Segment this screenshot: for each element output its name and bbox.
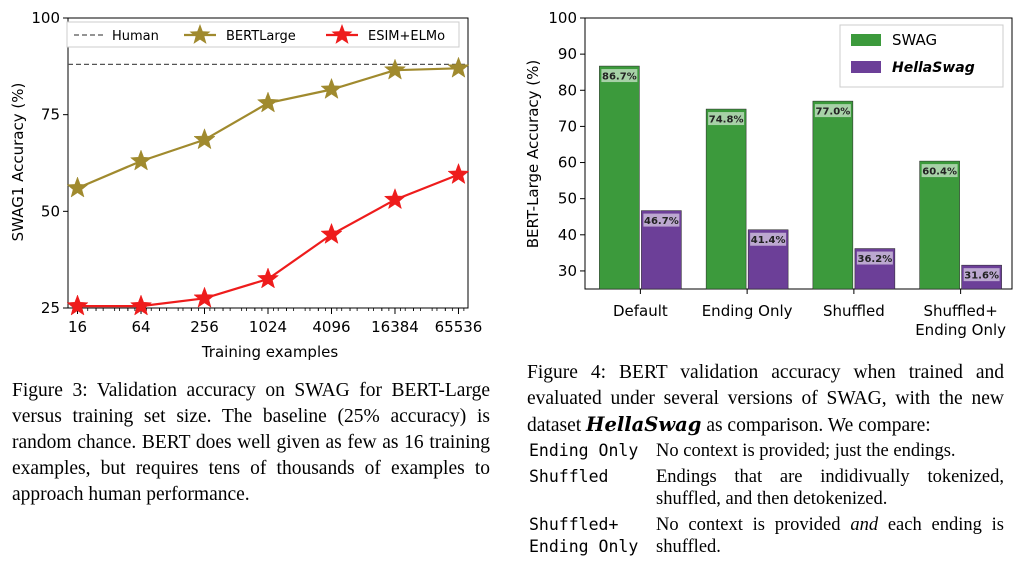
fig3-legend-box	[66, 21, 460, 48]
fig3-x-tick-label: 256	[190, 318, 219, 336]
fig3-y-tick-label: 75	[41, 106, 60, 124]
fig4-data-label-bg	[963, 268, 1000, 282]
definition-term: Shuffled	[529, 467, 609, 486]
fig4-y-tick-label: 80	[558, 81, 577, 99]
fig3-legend-bert-label: BERTLarge	[226, 29, 296, 44]
definition-desc-emphasis: and	[850, 515, 879, 535]
fig4-data-label-bg	[856, 251, 893, 265]
definition-term: Ending Only	[529, 441, 639, 460]
definition-row: Shuffled Endings that are indidivually t…	[529, 466, 1004, 510]
fig3-y-tick-label: 100	[31, 9, 60, 27]
fig3-xlabel: Training examples	[201, 343, 339, 361]
fig3-esim-point	[447, 162, 470, 185]
fig4-data-label: 86.7%	[602, 72, 637, 83]
fig3-esim-point	[256, 267, 280, 289]
fig3-legend-esim-label: ESIM+ELMo	[368, 29, 445, 44]
fig3-ylabel: SWAG1 Accuracy (%)	[9, 83, 27, 242]
fig4-x-tick-label: Shuffled	[823, 302, 885, 320]
fig3-bert-point	[256, 91, 280, 113]
fig4-legend-hellaswag-label: HellaSwag	[892, 60, 975, 76]
fig4-data-label-bg	[814, 104, 851, 118]
fig4-x-tick-label: Default	[613, 302, 668, 320]
fig4-y-tick-label: 60	[558, 154, 577, 172]
definitions-list: Ending Only No context is provided; just…	[529, 440, 1004, 562]
definition-desc-end: each ending is shuffled.	[656, 515, 1004, 557]
fig4-data-label-bg	[643, 213, 680, 227]
fig3-legend-esim-marker	[331, 24, 353, 44]
fig4-data-label: 36.2%	[858, 254, 893, 265]
fig4-y-tick-label: 70	[558, 117, 577, 135]
fig4-data-label: 60.4%	[922, 167, 957, 178]
fig4-caption-dataset: HellaSwag	[586, 413, 702, 436]
fig4-legend-hellaswag-swatch	[851, 61, 881, 73]
fig4-y-tick-label: 90	[558, 45, 577, 63]
fig4-ylabel: BERT-Large Accuracy (%)	[524, 60, 542, 248]
fig4-y-tick-label: 100	[548, 9, 577, 27]
fig4-data-label: 46.7%	[644, 216, 679, 227]
fig3-x-tick-label: 4096	[312, 318, 350, 336]
fig4-legend-swag-label: SWAG	[892, 31, 937, 49]
fig3-x-tick-label: 16	[68, 318, 87, 336]
fig3-esim-point	[193, 286, 216, 308]
fig3-y-tick-label: 25	[41, 299, 60, 317]
fig4-data-label: 74.8%	[709, 115, 744, 126]
fig3-bert-point	[193, 128, 216, 150]
fig3-x-tick-label: 65536	[435, 318, 483, 336]
definition-term: Shuffled+ Ending Only	[529, 515, 639, 556]
fig4-data-label: 31.6%	[964, 271, 999, 282]
definition-desc: No context is provided; just the endings…	[656, 441, 956, 461]
fig4-legend-swag-swatch	[851, 34, 881, 46]
fig3-plot-frame	[67, 17, 469, 309]
fig3-bert-point	[320, 77, 343, 99]
fig4-bar-swag	[705, 108, 747, 290]
figure-4-bar-chart: BERT-Large Accuracy (%) 30 40 50 60 70 80 90 10…	[524, 9, 1013, 339]
fig4-data-label-bg	[750, 232, 787, 246]
fig4-bar-swag	[919, 160, 960, 290]
fig4-data-label: 41.4%	[751, 235, 786, 246]
fig4-bar-swag	[599, 65, 640, 290]
definition-desc: Endings that are indidivually tokenized,…	[656, 467, 1004, 509]
fig4-x-tick-label: Ending Only	[702, 302, 793, 320]
fig3-x-tick-label: 16384	[371, 318, 419, 336]
fig3-x-tick-label: 64	[131, 318, 150, 336]
fig4-caption-start: Figure 4: BERT validation accuracy when …	[527, 362, 1004, 436]
fig4-y-tick-label: 50	[558, 190, 577, 208]
fig4-caption-end: as comparison. We compare:	[701, 415, 931, 436]
fig4-x-tick-label: Ending Only	[915, 321, 1006, 339]
fig3-bert-point	[447, 56, 470, 78]
figure-4-caption: Figure 4: BERT validation accuracy when …	[527, 360, 1004, 439]
figure-3-caption: Figure 3: Validation accuracy on SWAG fo…	[12, 380, 490, 505]
definition-row: Ending Only No context is provided; just…	[529, 440, 1004, 462]
fig3-legend-bert-marker	[189, 24, 211, 44]
fig3-esim-point	[383, 187, 407, 210]
fig4-x-tick-label: Shuffled+	[923, 302, 997, 320]
fig4-data-label-bg	[921, 164, 958, 178]
fig3-bert-point	[129, 149, 153, 171]
figure-3-line-chart: SWAG1 Accuracy (%) Training examples 25 5…	[9, 9, 483, 361]
fig3-bert-point	[66, 176, 89, 198]
fig4-data-label-bg	[601, 69, 638, 83]
definition-desc-start: No context is provided	[656, 515, 851, 535]
fig4-y-tick-label: 30	[558, 262, 577, 280]
definition-desc: No context is provided and each ending i…	[656, 514, 1004, 558]
fig3-bert-point	[383, 58, 407, 80]
fig3-esim-point	[320, 222, 343, 244]
fig4-y-tick-label: 40	[558, 226, 577, 244]
fig4-data-label-bg	[708, 112, 745, 126]
fig3-legend-human-label: Human	[112, 29, 159, 44]
fig4-legend: SWAG HellaSwag	[839, 24, 1004, 88]
fig3-legend: Human BERTLarge ESIM+ELMo	[66, 21, 460, 48]
fig4-data-label: 77.0%	[816, 107, 851, 118]
fig3-esim-point	[66, 294, 89, 316]
fig3-esim-point	[129, 294, 153, 316]
fig3-x-tick-label: 1024	[249, 318, 287, 336]
definition-row: Shuffled+ Ending Only No context is prov…	[529, 514, 1004, 558]
fig3-y-tick-label: 50	[41, 202, 60, 220]
fig4-bar-swag	[812, 100, 854, 290]
